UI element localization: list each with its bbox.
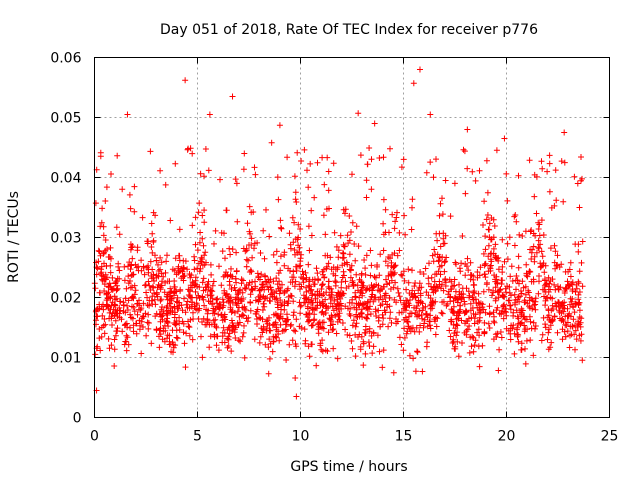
scatter-point <box>561 129 568 136</box>
scatter-point <box>501 135 508 142</box>
scatter-point <box>371 120 378 127</box>
scatter-point <box>268 139 275 146</box>
scatter-point <box>293 393 300 400</box>
y-tick-label: 0.04 <box>50 171 81 187</box>
data-points <box>91 66 586 400</box>
x-tick-label: 20 <box>498 429 516 445</box>
y-tick-label: 0 <box>73 411 82 427</box>
axis-ticks: 0 5 10 15 20 25 0 0.01 0.02 0.03 0.04 0.05 0.06 <box>50 51 618 445</box>
x-tick-label: 5 <box>193 429 202 445</box>
y-tick-label: 0.03 <box>50 231 81 247</box>
scatter-point-cloud <box>91 145 586 381</box>
scatter-point <box>229 93 236 100</box>
chart-title: Day 051 of 2018, Rate Of TEC Index for r… <box>160 22 538 38</box>
scatter-point <box>410 80 417 87</box>
y-tick-label: 0.06 <box>50 51 81 67</box>
x-axis-label: GPS time / hours <box>290 459 407 475</box>
y-tick-label: 0.05 <box>50 111 81 127</box>
x-tick-label: 10 <box>292 429 310 445</box>
scatter-point <box>206 111 213 118</box>
scatter-point <box>464 126 471 133</box>
scatter-point <box>416 66 423 73</box>
plot-frame <box>94 57 610 418</box>
scatter-point <box>427 111 434 118</box>
scatter-point <box>182 77 189 84</box>
x-tick-label: 25 <box>601 429 619 445</box>
y-tick-label: 0.01 <box>50 351 81 367</box>
y-axis-label: ROTI / TECUs <box>6 191 22 283</box>
scatter-point <box>276 122 283 129</box>
x-tick-label: 0 <box>90 429 99 445</box>
x-tick-label: 15 <box>395 429 413 445</box>
scatter-point <box>124 111 131 118</box>
scatter-point <box>355 110 362 117</box>
y-tick-label: 0.02 <box>50 291 81 307</box>
grid-lines <box>94 57 610 418</box>
